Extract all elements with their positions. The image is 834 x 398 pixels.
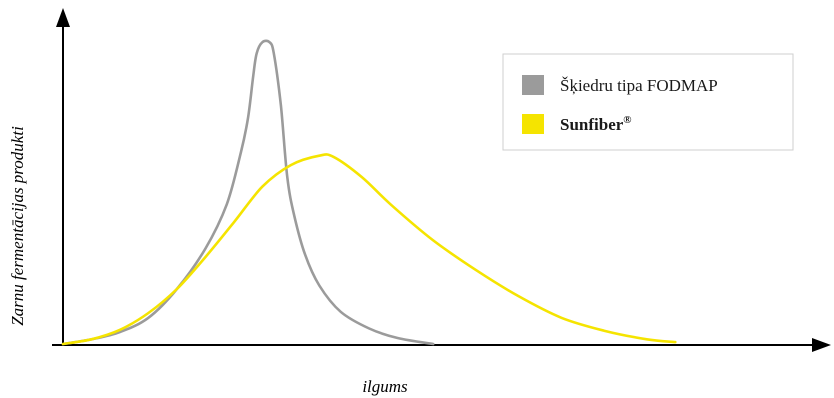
legend-label-sunfiber: Sunfiber® — [560, 114, 632, 134]
x-axis-label: ilgums — [362, 377, 408, 396]
series-line-sunfiber — [61, 153, 677, 346]
legend-label-fodmap: Šķiedru tipa FODMAP — [560, 76, 718, 95]
legend-box — [502, 53, 794, 151]
legend-label-sunfiber-name: Sunfiber — [560, 115, 624, 134]
legend: Šķiedru tipa FODMAP Sunfiber® — [502, 53, 794, 151]
series-layer — [61, 39, 677, 346]
x-axis-arrow — [812, 338, 831, 352]
y-axis-label: Zarnu fermentācijas produkti — [8, 126, 27, 326]
legend-swatch-fodmap — [522, 75, 544, 95]
legend-label-sunfiber-mark: ® — [623, 114, 631, 126]
y-axis-arrow — [56, 8, 70, 27]
legend-swatch-sunfiber — [522, 114, 544, 134]
series-line-fodmap — [61, 39, 435, 346]
